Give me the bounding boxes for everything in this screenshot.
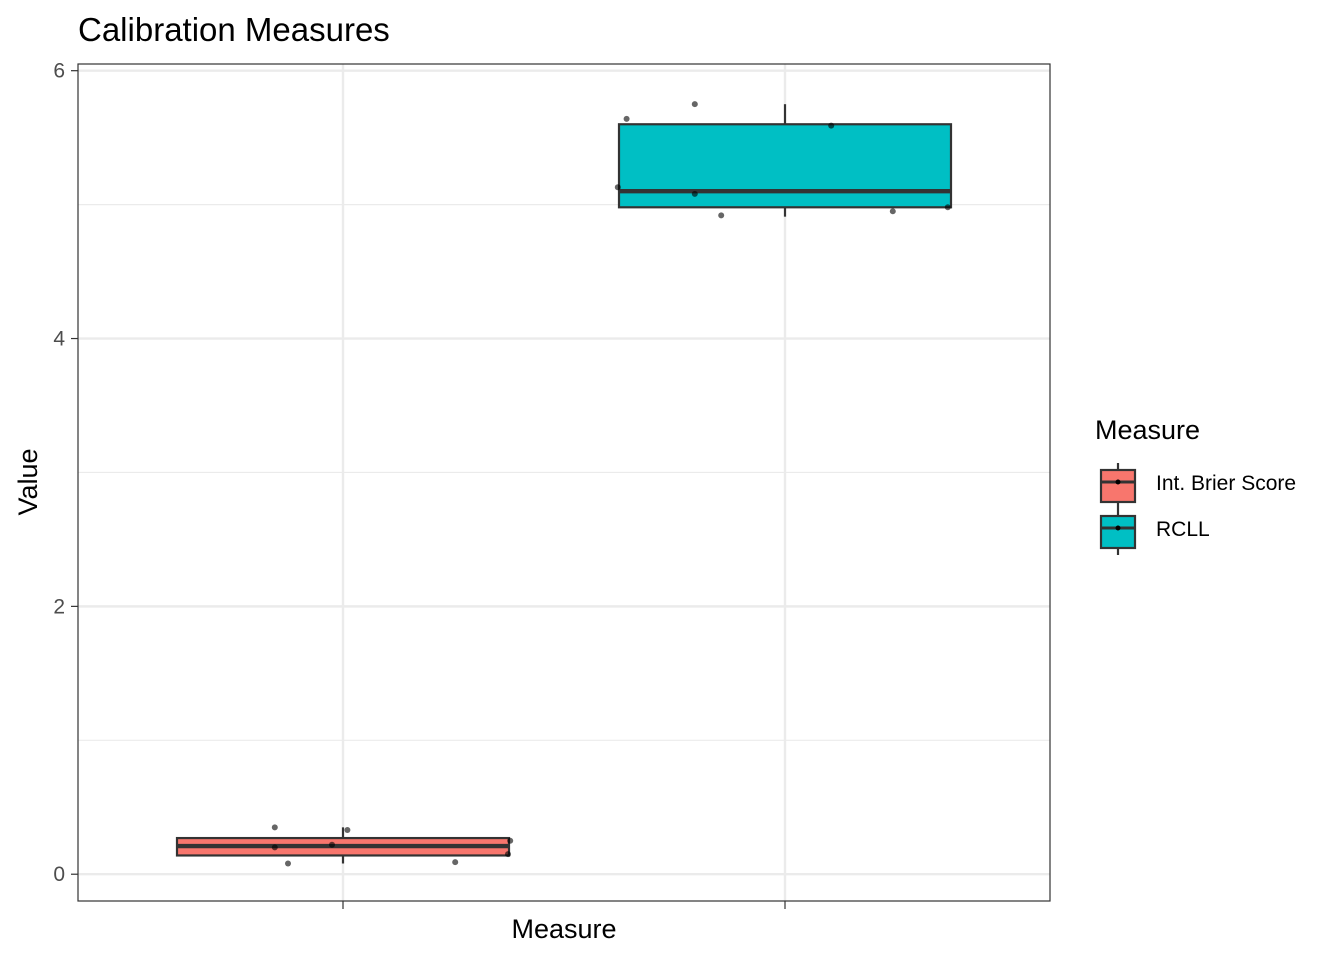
data-point	[614, 184, 621, 191]
data-point	[344, 827, 351, 834]
legend-key-point	[1115, 479, 1121, 485]
data-point	[271, 824, 278, 831]
data-point	[944, 204, 951, 211]
legend-key-box	[1099, 468, 1137, 504]
legend-label: Int. Brier Score	[1156, 472, 1296, 495]
data-point	[271, 844, 278, 851]
legend-key-box	[1099, 514, 1137, 550]
data-point	[828, 122, 835, 129]
x-axis-title: Measure	[511, 914, 616, 944]
y-tick-label: 2	[53, 595, 65, 618]
data-point	[285, 860, 291, 867]
data-point	[623, 115, 630, 122]
data-point	[691, 101, 698, 108]
data-point	[452, 859, 459, 866]
y-tick-label: 4	[53, 328, 65, 351]
data-point	[329, 841, 335, 848]
data-point	[889, 208, 896, 215]
box	[617, 123, 953, 209]
data-point	[718, 212, 725, 219]
legend-title: Measure	[1095, 415, 1200, 445]
y-tick-label: 0	[53, 863, 65, 886]
y-axis-title: Value	[13, 448, 43, 515]
legend: Measure Int. Brier Score RCLL	[1095, 415, 1296, 555]
data-point	[507, 837, 514, 844]
panel-border	[77, 63, 1051, 902]
legend-label: RCLL	[1156, 518, 1210, 541]
chart-title: Calibration Measures	[78, 11, 390, 48]
plot-area: 0 2 4 6	[53, 60, 1051, 909]
data-point	[691, 190, 698, 197]
data-point	[505, 851, 511, 858]
legend-key-point	[1115, 525, 1121, 531]
y-tick-label: 6	[53, 60, 65, 83]
